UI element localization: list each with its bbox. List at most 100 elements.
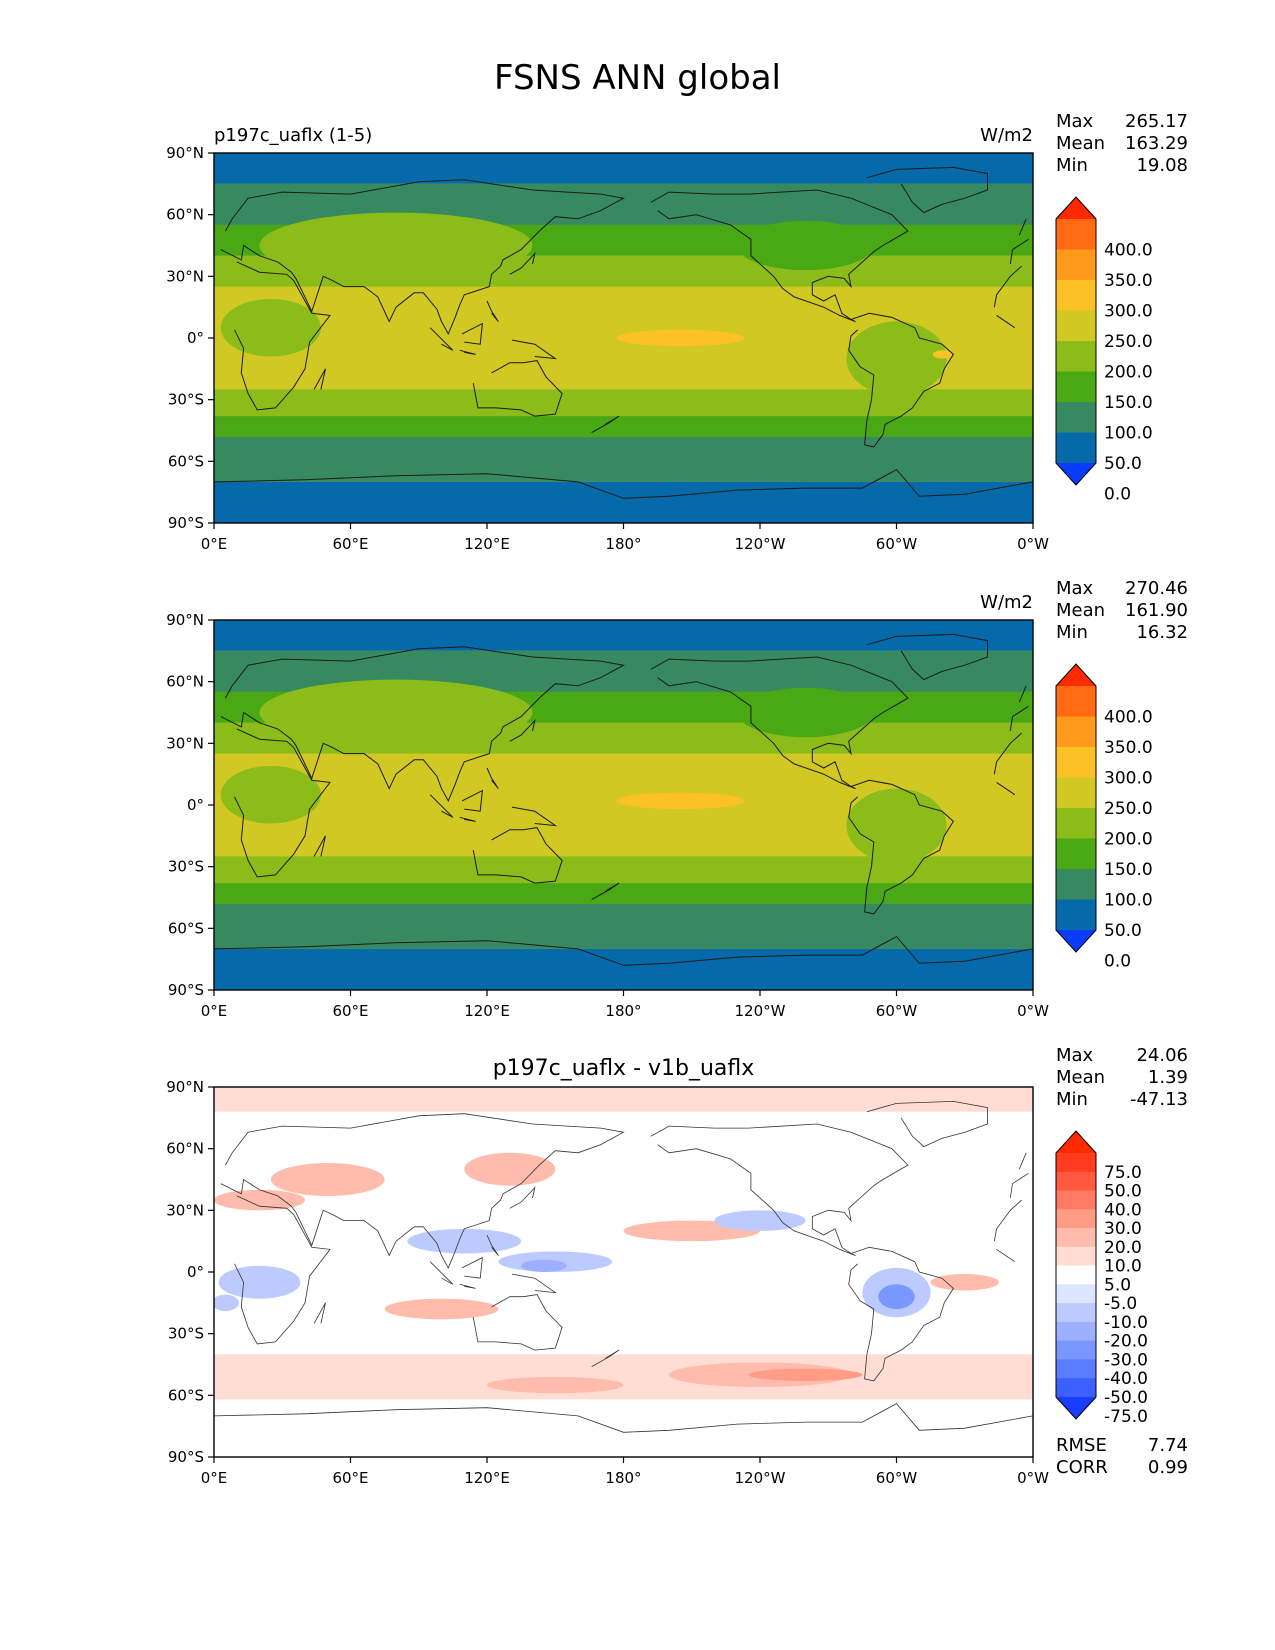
stat-value: 0.99 (1148, 1457, 1188, 1478)
coastline (429, 327, 454, 351)
panel-units: W/m2 (980, 125, 1033, 146)
coastline (650, 656, 909, 790)
x-tick-label: 0°E (201, 535, 228, 553)
x-tick-label: 60°W (876, 535, 918, 553)
x-tick-label: 0°E (201, 1469, 228, 1487)
colorbar-label: 75.0 (1104, 1163, 1142, 1183)
stat-value: 24.06 (1136, 1045, 1188, 1066)
stat-name: RMSE (1056, 1435, 1107, 1456)
field-blob (846, 321, 947, 396)
colorbar-label: 200.0 (1104, 830, 1153, 850)
stat-name: Min (1056, 1089, 1088, 1110)
colorbar-segment (1056, 1303, 1096, 1323)
coastline (234, 1195, 1022, 1345)
coastline (472, 360, 563, 417)
x-tick-label: 60°E (332, 535, 368, 553)
colorbar-segment (1056, 1246, 1096, 1267)
coastline (461, 789, 483, 812)
coastline (511, 806, 558, 827)
coastline (313, 1302, 326, 1324)
y-tick-label: 0° (187, 796, 204, 814)
field-blob (748, 1368, 863, 1381)
coastline (650, 189, 909, 323)
colorbar-segment (1056, 219, 1096, 250)
coastline (511, 1273, 557, 1294)
colorbar-segment (1056, 1359, 1096, 1379)
figure-title: FSNS ANN global (494, 58, 781, 98)
colorbar-label: -75.0 (1104, 1407, 1148, 1427)
colorbar-extend-bottom (1056, 1397, 1096, 1419)
coastline (461, 322, 483, 345)
colorbar-extend-bottom (1056, 930, 1096, 952)
colorbar-label: 40.0 (1104, 1200, 1142, 1220)
coastline (591, 882, 620, 901)
field-band (214, 481, 1033, 523)
colorbar-label: 5.0 (1104, 1275, 1131, 1295)
colorbar-segment (1056, 1228, 1096, 1248)
colorbar-label: 350.0 (1104, 271, 1153, 291)
colorbar-label: 50.0 (1104, 921, 1142, 941)
colorbar-segment (1056, 1340, 1096, 1360)
colorbar-label: -40.0 (1104, 1369, 1148, 1389)
y-tick-label: 60°S (168, 919, 204, 937)
field-blob (220, 298, 321, 357)
coastline (459, 349, 476, 355)
coastline (472, 827, 563, 884)
coastline (486, 1234, 499, 1256)
colorbar-label: 50.0 (1104, 1182, 1142, 1202)
colorbar-label: 400.0 (1104, 241, 1153, 261)
field-blob (259, 212, 533, 279)
colorbar-label: -50.0 (1104, 1388, 1148, 1408)
coastline (459, 816, 476, 822)
colorbar-extend-top (1056, 1131, 1096, 1153)
colorbar-label: 200.0 (1104, 363, 1153, 383)
field-band (214, 1354, 1033, 1400)
field-band (214, 1087, 1033, 1112)
field-layer (214, 153, 1033, 523)
x-tick-label: 60°W (876, 1002, 918, 1020)
field-blob (714, 1210, 806, 1231)
colorbar-segment (1056, 249, 1096, 281)
colorbar-outline (1055, 663, 1097, 953)
y-tick-label: 90°N (166, 1078, 204, 1096)
coastline (234, 261, 1022, 411)
coastline (220, 179, 1029, 336)
stat-value: -47.13 (1130, 1089, 1188, 1110)
colorbar-segment (1056, 280, 1096, 311)
map-panel-2: 0°E 60°E 120°E 180° 120°W 60°W 0°W 90°N 60°N 30°N… (166, 578, 1188, 1020)
y-tick-label: 30°S (168, 1325, 204, 1343)
x-tick-label: 120°W (735, 1469, 786, 1487)
y-tick-label: 90°N (166, 611, 204, 629)
colorbar-label: 20.0 (1104, 1238, 1142, 1258)
colorbar-segment (1056, 1209, 1096, 1229)
y-tick-label: 60°N (166, 206, 204, 224)
x-tick-label: 120°W (735, 1002, 786, 1020)
field-blob (616, 329, 745, 347)
stat-value: 19.08 (1136, 155, 1188, 176)
field-band (214, 153, 1033, 184)
coastline (511, 339, 558, 360)
field-blob (930, 1274, 999, 1291)
colorbar-segment (1056, 371, 1096, 403)
field-blob (521, 1259, 567, 1273)
stat-name: Min (1056, 155, 1088, 176)
field-layer (214, 620, 1033, 990)
field-band (214, 416, 1033, 437)
field-blob (878, 1284, 915, 1309)
field-blob (616, 792, 745, 810)
colorbar-label: 0.0 (1104, 485, 1131, 505)
coastline (220, 646, 1029, 803)
map-panel-1: 0°E 60°E 120°E 180° 120°W 60°W 0°W 90°N 60°N 30°N… (166, 111, 1188, 553)
coastline (461, 1256, 483, 1279)
y-tick-label: 30°N (166, 1201, 204, 1219)
colorbar-segment (1056, 1153, 1096, 1173)
coastline (486, 767, 499, 789)
coastline (486, 300, 499, 322)
x-tick-label: 60°E (332, 1002, 368, 1020)
colorbar-outline (1055, 1130, 1097, 1420)
y-tick-label: 30°S (168, 391, 204, 409)
coastline (509, 252, 536, 275)
stat-name: Mean (1056, 1067, 1105, 1088)
coastline (591, 1349, 620, 1367)
